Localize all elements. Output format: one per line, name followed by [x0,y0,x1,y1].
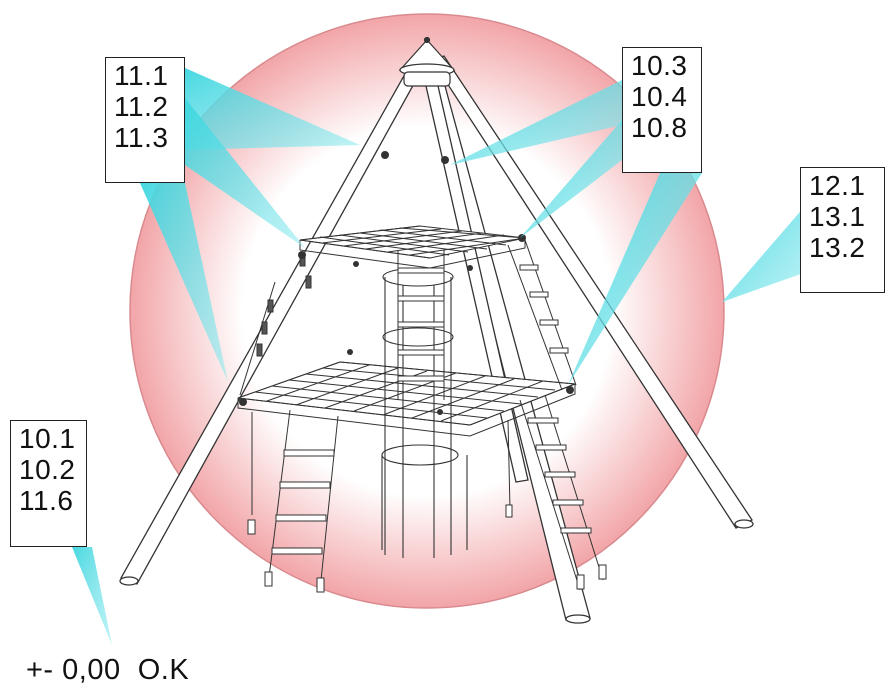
connectors [239,151,574,415]
callout-ref-11-1: 11.1 [114,60,169,91]
callout-ref-13-2: 13.2 [809,232,866,263]
callout-ref-12-1: 12.1 [809,170,866,201]
beam-right [722,198,812,302]
ground-level-label: +- 0,00 O.K [26,654,190,686]
callout-box-upper-right: 10.3 10.4 10.8 [622,47,702,173]
callout-ref-13-1: 13.1 [809,201,866,232]
beam-upper-right-1 [450,80,622,165]
beam-upper-right-3 [568,173,702,385]
callout-ref-10-1: 10.1 [19,423,76,454]
beam-upper-1 [185,68,360,150]
callout-ref-10-2: 10.2 [19,454,76,485]
right-side-ladder [505,239,607,591]
beam-ground [72,547,112,645]
callout-ref-11-2: 11.2 [114,91,169,122]
callout-ref-10-8: 10.8 [631,112,688,143]
left-side-ladder [239,253,312,535]
inner-ladder [397,250,445,400]
front-left-ladder [264,409,339,593]
beam-upper-3 [140,183,228,382]
callout-ref-10-3: 10.3 [631,50,688,81]
callout-ref-11-6: 11.6 [19,485,74,516]
safety-zone-circle [129,13,725,609]
beam-upper-right-2 [520,120,622,238]
callout-box-upper-left: 11.1 11.2 11.3 [105,57,185,183]
callout-ref-11-3: 11.3 [114,122,169,153]
beam-upper-2 [185,98,305,248]
callout-ref-10-4: 10.4 [631,81,688,112]
callout-beams [72,68,812,645]
callout-box-ground: 10.1 10.2 11.6 [10,420,87,547]
callout-box-right: 12.1 13.1 13.2 [800,167,885,293]
top-cone [398,36,456,87]
center-tube-tower [381,267,468,558]
